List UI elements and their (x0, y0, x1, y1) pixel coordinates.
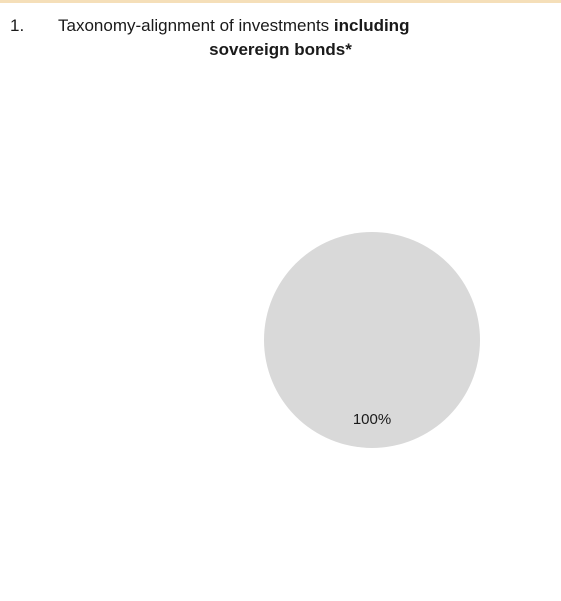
pie-slices (264, 232, 480, 448)
heading-text-bold-1: including (333, 16, 410, 35)
heading-number: 1. (10, 16, 25, 35)
pie-data-labels: 100% (353, 411, 391, 428)
pie-slice (264, 232, 480, 448)
heading-text-normal: Taxonomy-alignment of investments (58, 16, 334, 35)
pie-slice-label: 100% (353, 411, 391, 428)
top-accent-band (0, 0, 561, 3)
heading-text: Taxonomy-alignment of investments includ… (58, 14, 528, 38)
heading-text-bold-2: sovereign bonds* (209, 40, 352, 59)
